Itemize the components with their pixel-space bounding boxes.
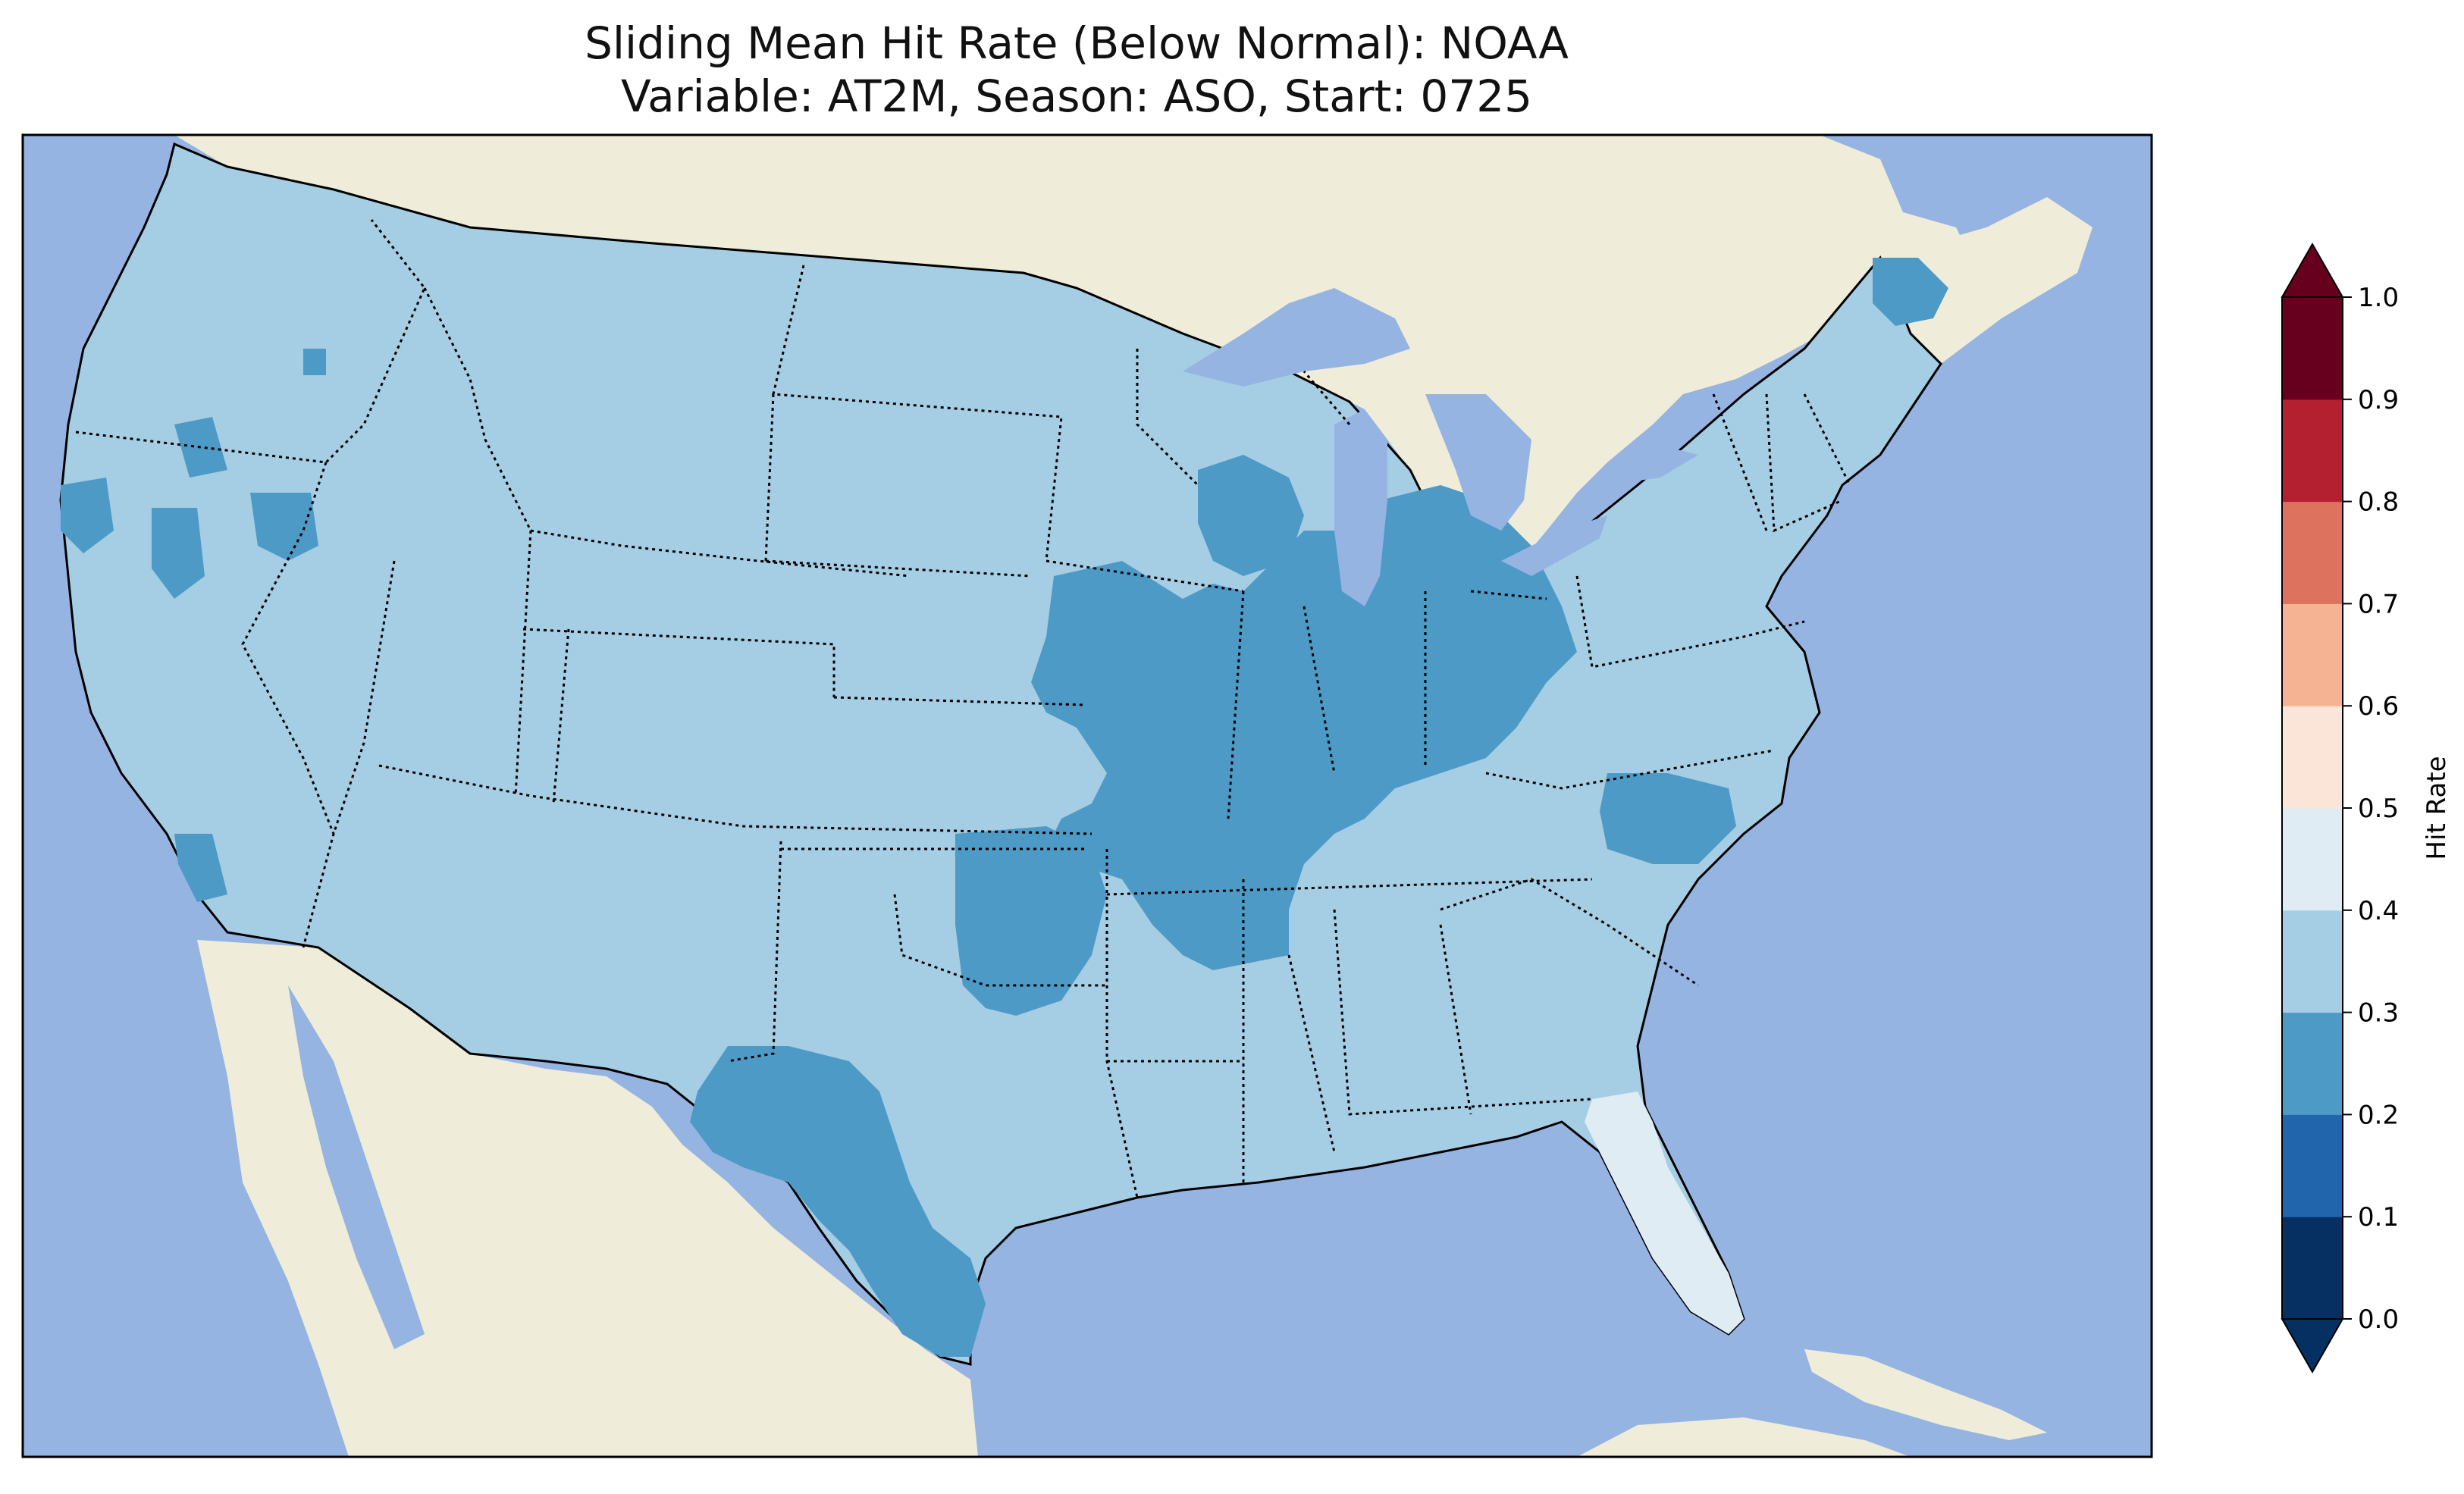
region-north-carolina-0.2-0.3 xyxy=(1600,773,1736,864)
colorbar-bin xyxy=(2282,808,2343,911)
colorbar-tick-label: 0.2 xyxy=(2358,1100,2399,1130)
region-florida-0.4-0.5 xyxy=(1585,1092,1744,1334)
colorbar-bin xyxy=(2282,297,2343,400)
colorbar-extend-bottom xyxy=(2281,1318,2344,1374)
yucatan-land xyxy=(1577,1417,1911,1457)
region-idaho-dot-0.2-0.3 xyxy=(303,349,326,375)
colorbar-bins xyxy=(2282,297,2343,1320)
colorbar-bin xyxy=(2282,910,2343,1013)
region-texas-0.2-0.3 xyxy=(690,1046,986,1357)
chart-title-line-2: Variable: AT2M, Season: ASO, Start: 0725 xyxy=(621,70,1532,122)
colorbar-tick-label: 0.5 xyxy=(2358,794,2399,824)
gulf-of-california xyxy=(288,985,425,1349)
region-oklahoma-0.2-0.3 xyxy=(955,826,1107,1016)
state-borders xyxy=(75,219,1851,1198)
colorbar-tick-label: 0.7 xyxy=(2358,589,2399,619)
colorbar-tick-label: 0.8 xyxy=(2358,487,2399,518)
colorbar-bin xyxy=(2282,1012,2343,1115)
lake-superior xyxy=(1183,288,1410,387)
colorbar-tick-label: 0.0 xyxy=(2358,1305,2399,1335)
colorbar-bin xyxy=(2282,399,2343,503)
maritime-land xyxy=(1880,197,2093,364)
colorbar-bin xyxy=(2282,1217,2343,1320)
region-maine-0.2-0.3 xyxy=(1873,258,1948,326)
colorbar-tick-label: 0.3 xyxy=(2358,998,2399,1029)
colorbar-tick-label: 1.0 xyxy=(2358,283,2399,313)
colorbar-label: Hit Rate xyxy=(2422,756,2452,860)
region-southern-california-0.2-0.3 xyxy=(174,834,227,902)
lake-erie xyxy=(1501,515,1607,576)
colorbar-bin xyxy=(2282,501,2343,604)
region-wisconsin-0.2-0.3 xyxy=(1198,455,1304,576)
colorbar-bin xyxy=(2282,706,2343,809)
cuba-land xyxy=(1804,1349,2047,1440)
lake-michigan xyxy=(1334,409,1387,606)
lake-ontario xyxy=(1600,447,1698,485)
lake-huron xyxy=(1425,394,1531,531)
colorbar-tick-label: 0.9 xyxy=(2358,385,2399,415)
chart-title-line-1: Sliding Mean Hit Rate (Below Normal): NO… xyxy=(585,17,1569,69)
region-california-a-0.2-0.3 xyxy=(152,508,205,599)
colorbar-extend-top xyxy=(2281,242,2344,298)
region-oregon-a-0.2-0.3 xyxy=(174,417,227,478)
colorbar-tick-label: 0.4 xyxy=(2358,896,2399,926)
region-california-b-0.2-0.3 xyxy=(61,478,114,553)
colorbar-ticks: 0.0 0.1 0.2 0.3 0.4 0.5 0.6 0.7 0.8 0.9 1.0 xyxy=(2343,283,2399,1335)
map-frame xyxy=(21,133,2153,1458)
colorbar-bin xyxy=(2282,603,2343,706)
colorbar-tick-label: 0.1 xyxy=(2358,1202,2399,1232)
region-midwest-0.2-0.3 xyxy=(1031,485,1577,970)
region-nevada-a-0.2-0.3 xyxy=(250,493,318,561)
colorbar-tick-label: 0.6 xyxy=(2358,691,2399,722)
colorbar-bin xyxy=(2282,1114,2343,1217)
